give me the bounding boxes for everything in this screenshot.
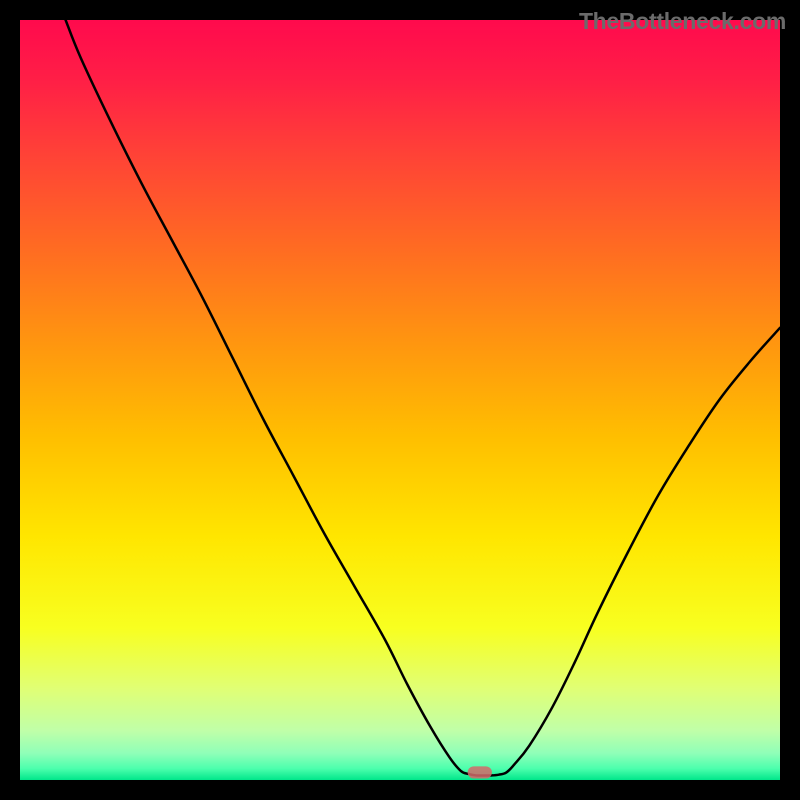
- plot-background: [20, 20, 780, 780]
- chart-container: TheBottleneck.com: [0, 0, 800, 800]
- optimal-marker: [468, 766, 492, 778]
- bottleneck-chart: [0, 0, 800, 800]
- watermark-text: TheBottleneck.com: [579, 8, 786, 35]
